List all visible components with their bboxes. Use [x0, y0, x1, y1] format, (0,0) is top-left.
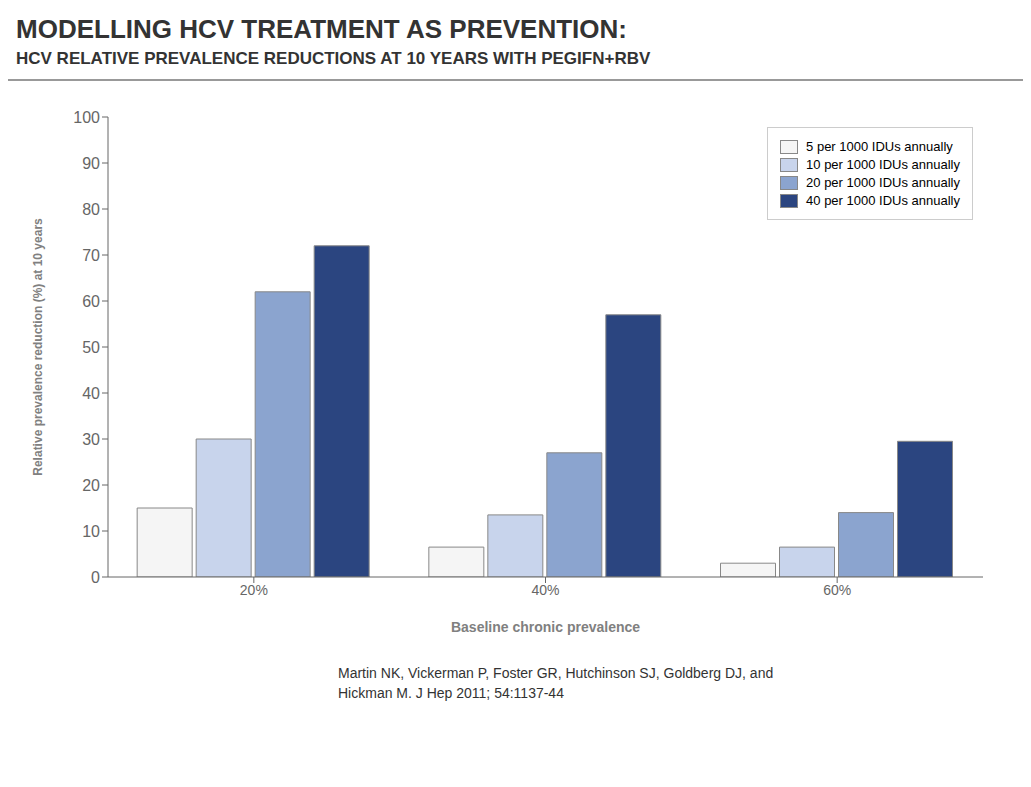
svg-text:30: 30	[82, 431, 100, 448]
svg-text:60%: 60%	[823, 582, 851, 598]
svg-text:80: 80	[82, 201, 100, 218]
svg-text:70: 70	[82, 247, 100, 264]
svg-text:Relative prevalence reduction: Relative prevalence reduction (%) at 10 …	[31, 218, 45, 476]
html-text:10 per 1000 IDUs annually: 10 per 1000 IDUs annually	[806, 157, 960, 172]
html-text:20 per 1000 IDUs annually: 20 per 1000 IDUs annually	[806, 175, 960, 190]
html-text:40 per 1000 IDUs annually: 40 per 1000 IDUs annually	[806, 193, 960, 208]
svg-text:40%: 40%	[531, 582, 559, 598]
svg-text:50: 50	[82, 339, 100, 356]
html-text:HCV RELATIVE PREVALENCE REDUCT: HCV RELATIVE PREVALENCE REDUCTIONS AT 10…	[16, 49, 651, 68]
html-text:5 per 1000 IDUs annually: 5 per 1000 IDUs annually	[806, 139, 953, 154]
svg-text:10: 10	[82, 523, 100, 540]
svg-text:100: 100	[73, 109, 100, 126]
svg-text:Baseline chronic prevalence: Baseline chronic prevalence	[451, 619, 640, 635]
html-text:Martin NK, Vickerman P, Foster: Martin NK, Vickerman P, Foster GR, Hutch…	[338, 665, 774, 681]
html-text:Hickman M. J Hep 2011; 54:1137: Hickman M. J Hep 2011; 54:1137-44	[338, 685, 564, 701]
svg-text:40: 40	[82, 385, 100, 402]
svg-text:20: 20	[82, 477, 100, 494]
html-text:MODELLING HCV TREATMENT AS PRE: MODELLING HCV TREATMENT AS PREVENTION:	[16, 14, 627, 44]
svg-text:20%: 20%	[240, 582, 268, 598]
svg-text:0: 0	[91, 569, 100, 586]
svg-text:90: 90	[82, 155, 100, 172]
svg-text:60: 60	[82, 293, 100, 310]
